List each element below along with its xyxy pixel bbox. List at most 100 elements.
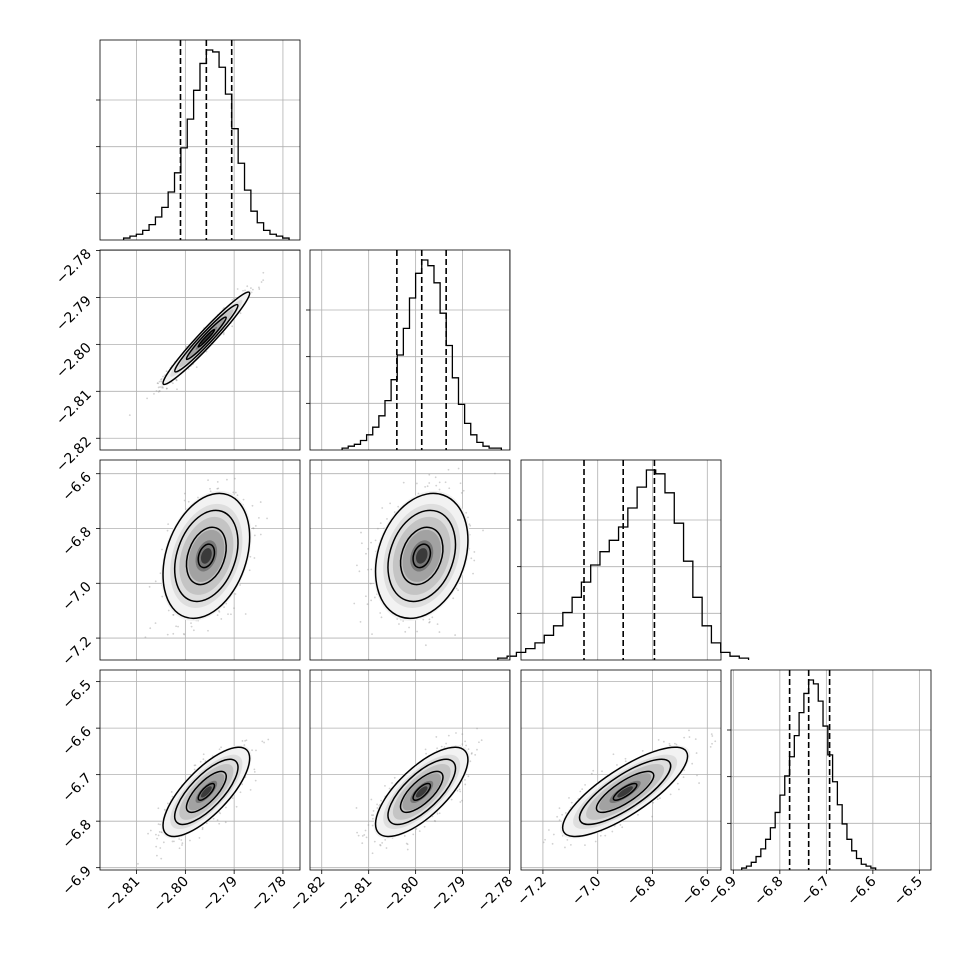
sample-point (182, 632, 185, 635)
sample-point (252, 527, 254, 530)
sample-point (460, 492, 463, 494)
sample-point (428, 482, 431, 484)
sample-point (216, 487, 219, 490)
sample-point (199, 760, 202, 763)
sample-point (263, 741, 265, 744)
histogram-panel-1 (306, 249, 511, 451)
sample-point (423, 825, 426, 828)
sample-point (154, 580, 157, 583)
sample-point (166, 802, 169, 805)
sample-point (161, 595, 164, 598)
sample-point (155, 389, 158, 392)
sample-point (159, 823, 162, 826)
sample-point (166, 529, 169, 532)
sample-point (171, 840, 174, 843)
sample-point (175, 379, 178, 382)
sample-point (166, 633, 169, 636)
sample-point (178, 838, 181, 840)
sample-point (262, 279, 265, 282)
scatter-panel-2-1 (309, 459, 511, 661)
sample-point (162, 386, 164, 389)
contour-line (399, 526, 444, 586)
sample-point (162, 375, 164, 378)
sample-point (222, 333, 225, 336)
sample-point (468, 523, 471, 526)
sample-point (161, 386, 163, 389)
sample-point (173, 840, 175, 843)
sample-point (254, 779, 257, 782)
sample-point (165, 370, 168, 373)
sample-point (172, 614, 174, 616)
sample-point (225, 806, 227, 809)
histogram-step (122, 49, 290, 240)
scatter-panel-2-0 (99, 459, 301, 661)
sample-point (216, 614, 219, 617)
sample-point (253, 768, 256, 771)
sample-point (434, 476, 437, 479)
sample-point (470, 752, 473, 755)
sample-point (158, 380, 161, 383)
sample-point (202, 758, 205, 761)
sample-point (248, 569, 251, 572)
sample-point (250, 287, 252, 289)
sample-point (218, 748, 221, 751)
sample-point (359, 620, 362, 623)
sample-point (426, 485, 429, 488)
sample-point (389, 502, 392, 505)
sample-point (183, 633, 186, 636)
scatter-panel-1-0 (99, 249, 301, 451)
sample-point (154, 622, 157, 625)
sample-point (233, 477, 236, 480)
sample-point (371, 852, 374, 855)
sample-point (227, 613, 229, 616)
sample-point (258, 288, 261, 290)
sample-point (444, 481, 447, 484)
sample-point (242, 289, 244, 292)
sample-point (223, 606, 225, 609)
sample-point (360, 531, 362, 534)
sample-point (220, 746, 223, 749)
sample-point (482, 529, 484, 532)
panel-frame (309, 459, 511, 661)
sample-point (180, 839, 183, 841)
sample-point (159, 572, 162, 575)
sample-point (386, 518, 388, 520)
sample-point (356, 564, 358, 567)
sample-point (367, 568, 369, 571)
sample-point (251, 749, 253, 752)
sample-point (431, 616, 434, 619)
sample-point (408, 626, 410, 629)
sample-point (447, 734, 450, 737)
sample-point (360, 542, 363, 545)
sample-point (385, 847, 388, 849)
sample-point (373, 596, 376, 599)
sample-point (361, 835, 364, 837)
contour-line (185, 316, 227, 361)
sample-point (201, 828, 204, 831)
sample-point (252, 527, 255, 530)
sample-point (181, 844, 183, 846)
sample-point (465, 744, 468, 747)
sample-point (156, 837, 158, 840)
sample-point (216, 819, 219, 822)
sample-point (455, 732, 457, 734)
sample-point (236, 494, 239, 497)
sample-point (239, 791, 242, 794)
density-fill (200, 786, 212, 798)
sample-point (461, 799, 463, 802)
sample-point (212, 817, 215, 820)
sample-point (181, 842, 184, 845)
sample-point (167, 609, 170, 612)
sample-point (358, 570, 361, 573)
sample-point (245, 739, 248, 742)
sample-point (160, 378, 163, 380)
sample-point (435, 736, 438, 738)
sample-point (226, 478, 228, 481)
sample-point (464, 740, 467, 743)
contour-line (162, 492, 251, 620)
sample-point (259, 501, 262, 503)
sample-point (187, 500, 190, 503)
sample-point (170, 791, 173, 793)
sample-point (198, 837, 201, 839)
contour-line (162, 746, 251, 838)
